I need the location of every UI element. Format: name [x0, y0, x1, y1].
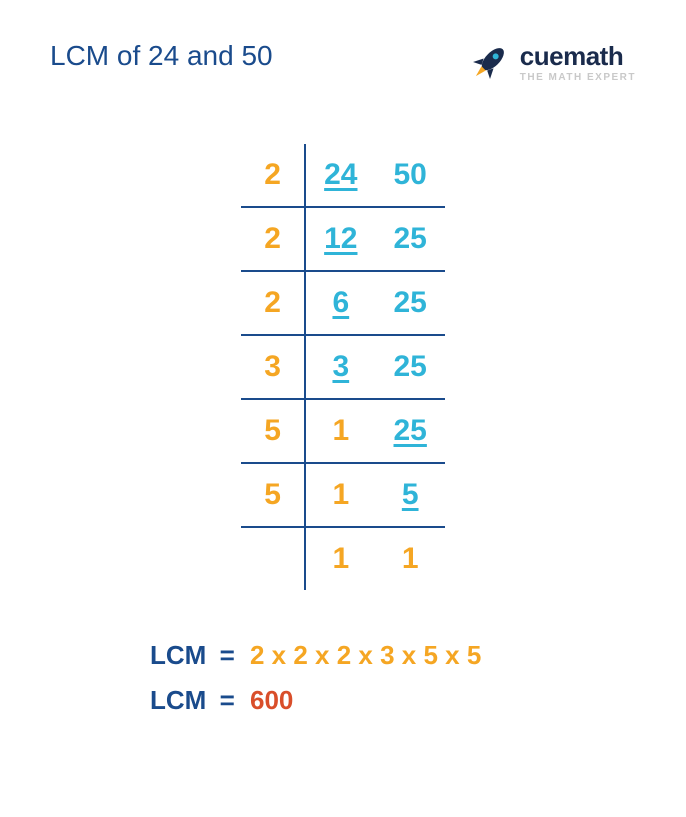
value-cell: 25 — [376, 335, 445, 399]
division-ladder: 224502122526253325512551511 — [50, 144, 636, 590]
lcm-product: 2 x 2 x 2 x 3 x 5 x 5 — [250, 640, 481, 670]
equals-sign: = — [220, 685, 235, 716]
divisor-cell: 3 — [241, 335, 305, 399]
equals-sign: = — [220, 640, 235, 671]
table-row: 21225 — [241, 207, 445, 271]
value-cell: 1 — [305, 463, 375, 527]
value-cell: 3 — [305, 335, 375, 399]
brand-name: cuemath — [520, 41, 636, 72]
value-cell: 24 — [305, 144, 375, 207]
table-row: 515 — [241, 463, 445, 527]
value-cell: 25 — [376, 271, 445, 335]
value-cell: 12 — [305, 207, 375, 271]
lcm-answer-line: LCM = 600 — [150, 685, 636, 716]
table-row: 2625 — [241, 271, 445, 335]
value-cell: 6 — [305, 271, 375, 335]
table-row: 22450 — [241, 144, 445, 207]
divisor-cell: 2 — [241, 144, 305, 207]
value-cell: 5 — [376, 463, 445, 527]
brand-text: cuemath THE MATH EXPERT — [520, 41, 636, 83]
page-title: LCM of 24 and 50 — [50, 40, 273, 72]
table-row: 3325 — [241, 335, 445, 399]
divisor-cell: 2 — [241, 271, 305, 335]
results-block: LCM = 2 x 2 x 2 x 3 x 5 x 5 LCM = 600 — [50, 640, 636, 716]
divisor-cell: 2 — [241, 207, 305, 271]
table-row: 5125 — [241, 399, 445, 463]
value-cell: 50 — [376, 144, 445, 207]
brand-logo: cuemath THE MATH EXPERT — [468, 40, 636, 84]
divisor-cell — [241, 527, 305, 590]
brand-tagline: THE MATH EXPERT — [520, 72, 636, 83]
table-row: 11 — [241, 527, 445, 590]
lcm-product-line: LCM = 2 x 2 x 2 x 3 x 5 x 5 — [150, 640, 636, 671]
divisor-cell: 5 — [241, 463, 305, 527]
lcm-label: LCM — [150, 685, 206, 716]
rocket-icon — [468, 40, 512, 84]
lcm-label: LCM — [150, 640, 206, 671]
value-cell: 1 — [305, 527, 375, 590]
value-cell: 1 — [376, 527, 445, 590]
header: LCM of 24 and 50 cuemath THE MATH EXPERT — [50, 40, 636, 84]
division-table: 224502122526253325512551511 — [241, 144, 445, 590]
value-cell: 25 — [376, 207, 445, 271]
value-cell: 25 — [376, 399, 445, 463]
value-cell: 1 — [305, 399, 375, 463]
divisor-cell: 5 — [241, 399, 305, 463]
lcm-answer: 600 — [250, 685, 293, 715]
